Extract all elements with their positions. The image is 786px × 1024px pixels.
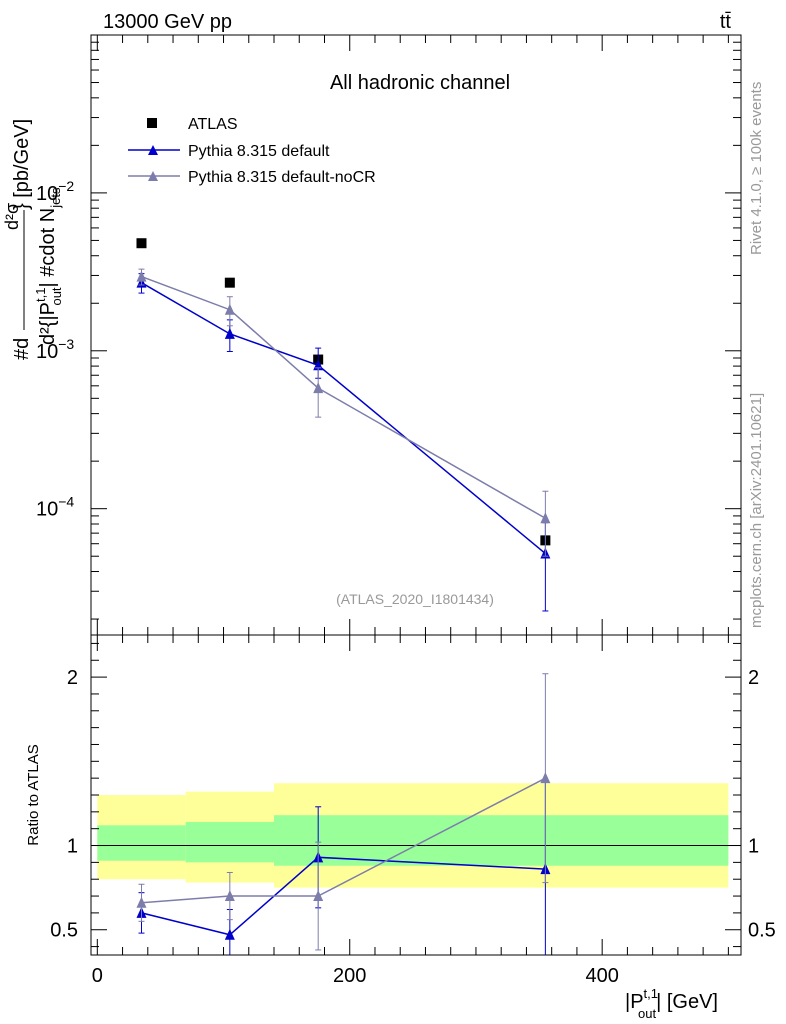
- x-tick-label: 0: [92, 965, 103, 987]
- x-tick-label: 200: [333, 965, 366, 987]
- energy-label: 13000 GeV pp: [103, 11, 232, 33]
- y-tick-label: 10−3: [36, 336, 74, 363]
- svg-text:#d: #d: [11, 338, 33, 360]
- ratio-tick-label-left: 0.5: [50, 920, 78, 942]
- chart-title: All hadronic channel: [330, 72, 510, 94]
- default-main-line: [141, 282, 546, 555]
- legend-marker-atlas: [147, 118, 157, 128]
- legend-marker-nocr: [148, 171, 158, 181]
- nocr-ratio-line: [141, 777, 546, 904]
- y-tick-label: 10−4: [36, 494, 74, 521]
- svg-text:} [pb/GeV]: } [pb/GeV]: [11, 119, 33, 210]
- ratio-y-axis-label: Ratio to ATLAS: [25, 744, 42, 845]
- mcplots-label: mcplots.cern.ch [arXiv:2401.10621]: [748, 393, 765, 628]
- nocr-ratio-point: [313, 890, 324, 902]
- ratio-tick-label-right: 2: [748, 667, 759, 689]
- axis-ticks: 0 200 400 10−2 10−3 10−4 0.5 0.5 1 1 2 2: [36, 34, 776, 987]
- ratio-bands: [97, 783, 729, 888]
- nocr-main-point: [313, 382, 324, 394]
- band-green: [185, 821, 275, 863]
- y-tick-label: 10−2: [36, 178, 74, 205]
- nocr-main-point: [224, 303, 235, 315]
- legend: ATLAS Pythia 8.315 default Pythia 8.315 …: [128, 116, 376, 186]
- nocr-ratio-point: [136, 896, 147, 908]
- svg-text:d²{|Pt,1out| #cdot Njets: d²{|Pt,1out| #cdot Njets: [33, 187, 64, 345]
- band-green: [274, 815, 729, 866]
- rivet-label: Rivet 4.1.0, ≥ 100k events: [748, 82, 765, 255]
- nocr-ratio-point: [540, 772, 551, 784]
- nocr-ratio-point: [224, 890, 235, 902]
- default-main-point: [224, 327, 235, 339]
- ratio-tick-label-right: 0.5: [748, 920, 776, 942]
- x-axis-label: |Pt,1 out| [GeV]: [625, 986, 718, 1021]
- band-green: [97, 825, 186, 861]
- legend-label-default: Pythia 8.315 default: [188, 143, 330, 160]
- main-y-axis-label: #d d²σ d²{|Pt,1out| #cdot Njets } [pb/Ge…: [2, 119, 64, 360]
- legend-label-atlas: ATLAS: [188, 116, 238, 133]
- analysis-id: (ATLAS_2020_I1801434): [336, 591, 494, 607]
- atlas-data-point: [224, 277, 235, 288]
- default-ratio-point: [224, 928, 235, 940]
- ratio-tick-label-left: 2: [67, 667, 78, 689]
- x-tick-label: 400: [585, 965, 618, 987]
- series-layer: [136, 238, 551, 955]
- nocr-main-point: [540, 512, 551, 524]
- nocr-main-point: [136, 270, 147, 282]
- legend-marker-default: [148, 145, 158, 155]
- process-label: tt̄: [720, 11, 732, 33]
- legend-label-nocr: Pythia 8.315 default-noCR: [188, 169, 376, 186]
- nocr-main-line: [141, 275, 546, 519]
- ratio-tick-label-right: 1: [748, 836, 759, 858]
- svg-text:d²σ: d²σ: [2, 203, 22, 230]
- ratio-tick-label-left: 1: [67, 836, 78, 858]
- atlas-data-point: [136, 238, 147, 249]
